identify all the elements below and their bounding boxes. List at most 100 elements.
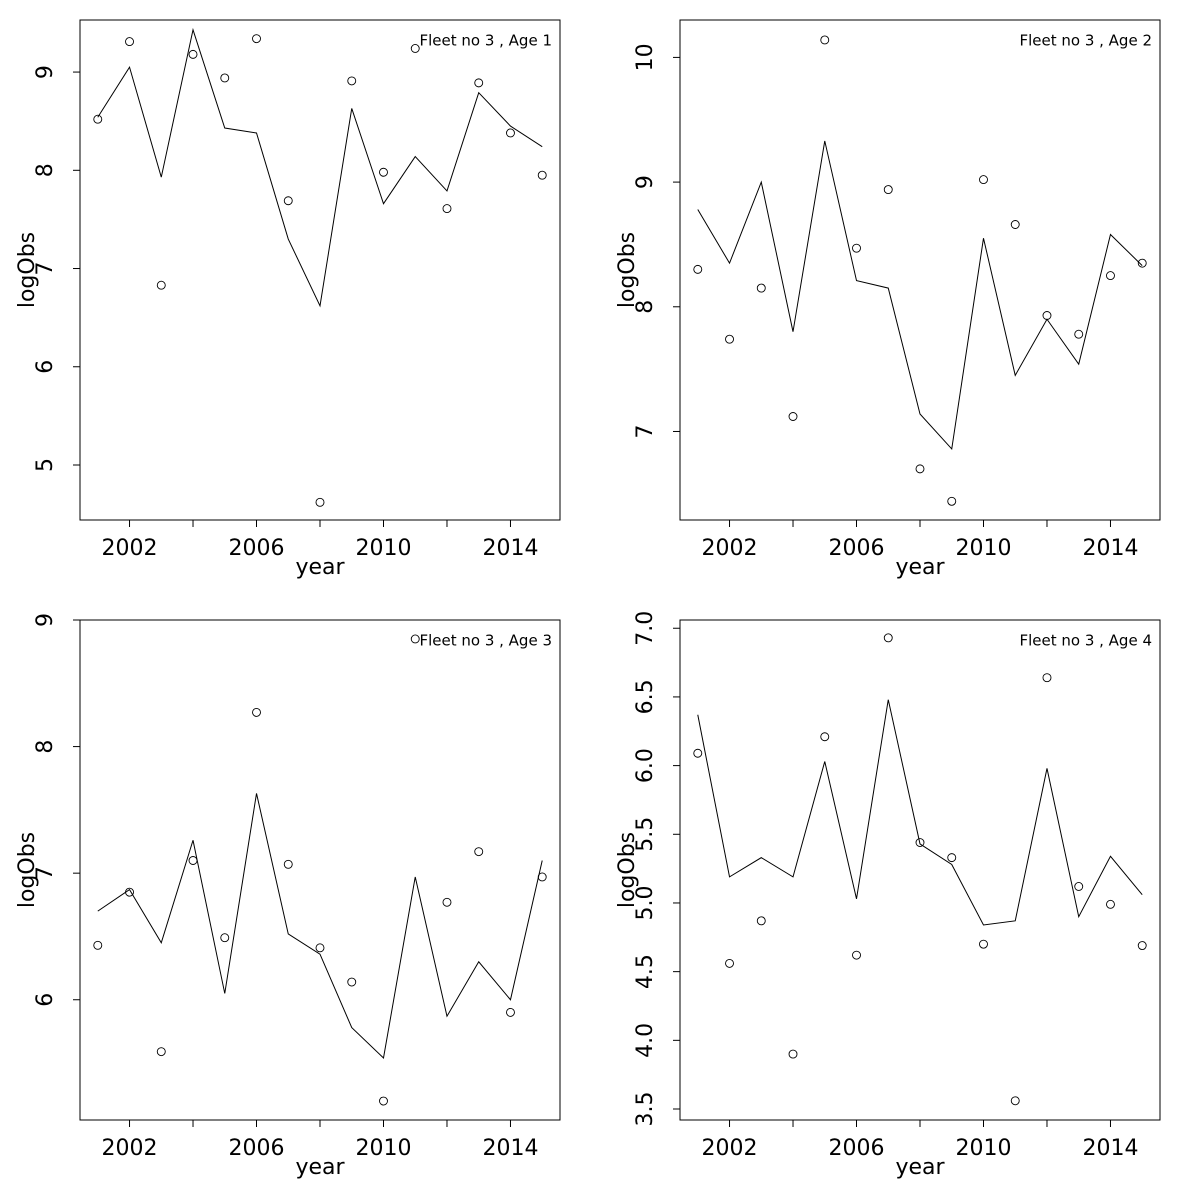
observed-point [1137,941,1147,950]
y-tick-label: 6.5 [633,679,658,714]
x-tick-label: 2014 [482,1136,538,1161]
observed-point [252,707,261,717]
observed-point [788,1049,798,1059]
x-tick-label: 2002 [102,1136,158,1161]
y-axis-label: logObs [615,232,640,308]
observed-point [347,76,357,86]
observed-point [820,732,830,742]
observed-point [315,943,325,953]
y-tick-label: 8 [33,740,58,754]
panel: 7 8 9 10 2002 2006 2010 2014 year logObs Fleet no … [615,19,1161,580]
y-tick-label: 7 [33,262,58,276]
y-tick-label: 5 [33,458,58,472]
x-axis-label: year [295,1155,345,1180]
fitted-line [697,699,1143,926]
panel: 6 7 8 9 2002 2006 2010 2014 year logObs Fleet no 3… [15,613,561,1180]
observed-point [947,853,957,863]
observed-point [1074,329,1084,339]
observed-point [252,34,261,44]
observed-point [1042,311,1052,320]
x-axis-label: year [895,555,945,580]
observed-point [442,204,452,214]
x-tick-label: 2006 [229,536,285,561]
y-tick-label: 9 [33,65,58,79]
y-tick-label: 7 [33,866,58,880]
observed-point [410,44,420,53]
observed-point [537,170,547,180]
y-tick-label: 5.5 [633,817,658,852]
y-tick-label: 8 [633,300,658,314]
observed-point [188,856,198,865]
observed-point [156,280,166,290]
observed-point [1106,899,1115,909]
observed-point [156,1047,166,1057]
y-tick-label: 6 [33,993,58,1007]
observed-point [474,847,484,857]
observed-point [93,114,103,124]
fitted-line [97,793,543,1059]
observed-point [852,243,861,253]
x-tick-label: 2002 [702,536,758,561]
observed-point [852,950,861,960]
y-tick-label: 9 [33,613,58,627]
observed-point [693,264,703,274]
x-tick-label: 2006 [829,536,885,561]
x-tick-label: 2006 [229,1136,285,1161]
y-tick-label: 7.0 [633,611,658,646]
observed-point [506,1007,515,1017]
observed-point [725,334,734,344]
observed-point [756,916,766,926]
observed-point [188,49,198,59]
plot-frame [79,19,561,521]
observed-point [410,634,420,644]
x-tick-label: 2010 [355,536,411,561]
observed-point [379,167,388,177]
observed-point [1106,271,1115,281]
observed-point [883,185,893,195]
y-tick-label: 9 [633,175,658,189]
x-tick-label: 2010 [955,1136,1011,1161]
y-axis-label: logObs [15,232,40,308]
annotation: Fleet no 3 , Age 1 [419,32,552,50]
fitted-line [697,140,1143,451]
x-tick-label: 2002 [102,536,158,561]
y-tick-label: 10 [633,43,658,71]
panel: 3.5 4.0 4.5 5.0 5.5 6.0 6.5 7.0 2002 2006 2010 2014… [615,611,1161,1180]
observed-point [820,35,830,45]
observed-point [979,939,988,949]
y-tick-label: 4.5 [633,954,658,989]
observed-point [1137,258,1147,268]
y-axis-label: logObs [15,832,40,908]
observed-point [1010,220,1020,229]
x-tick-label: 2010 [955,536,1011,561]
observed-point [756,283,766,293]
plot-frame [679,619,1161,1121]
observed-point [979,175,988,185]
observed-point [125,37,134,47]
y-tick-label: 6.0 [633,748,658,783]
observed-point [883,633,893,643]
observed-point [315,497,325,507]
x-axis-label: year [295,555,345,580]
y-axis-label: logObs [615,832,640,908]
annotation: Fleet no 3 , Age 4 [1019,632,1152,650]
observed-point [915,464,925,474]
observed-point [220,933,230,943]
observed-point [442,897,452,907]
x-tick-label: 2002 [702,1136,758,1161]
observed-point [93,940,103,950]
x-tick-label: 2014 [1082,536,1138,561]
y-tick-label: 4.0 [633,1023,658,1058]
y-tick-label: 3.5 [633,1092,658,1127]
observed-point [947,496,957,506]
observed-point [283,859,293,869]
observed-point [220,73,230,83]
observed-point [283,196,293,206]
y-tick-label: 5.0 [633,885,658,920]
observed-point [693,748,703,758]
x-tick-label: 2014 [482,536,538,561]
observed-point [725,958,734,968]
fitted-line [97,27,543,308]
x-tick-label: 2014 [1082,1136,1138,1161]
